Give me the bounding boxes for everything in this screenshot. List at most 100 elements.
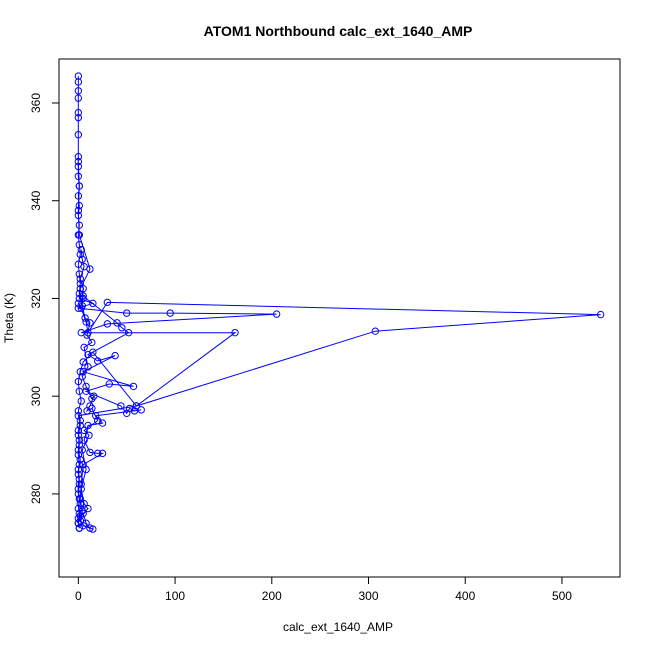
- data-point: [81, 314, 89, 322]
- data-point: [272, 310, 281, 318]
- data-point: [74, 504, 83, 513]
- chart-title: ATOM1 Northbound calc_ext_1640_AMP: [204, 23, 473, 39]
- data-point: [98, 449, 107, 458]
- data-point: [166, 309, 174, 317]
- data-point: [74, 206, 83, 215]
- x-tick-label: 300: [359, 589, 379, 603]
- data-point: [74, 113, 83, 122]
- data-point: [137, 406, 145, 414]
- data-point: [113, 319, 121, 327]
- data-point: [74, 407, 83, 415]
- x-tick-label: 200: [262, 589, 282, 603]
- data-series: [74, 72, 605, 532]
- x-tick-label: 400: [455, 589, 475, 603]
- data-point: [88, 404, 96, 413]
- data-point: [371, 327, 379, 335]
- y-tick-label: 360: [29, 93, 43, 113]
- data-point: [80, 426, 88, 435]
- data-point: [74, 377, 83, 386]
- data-point: [86, 319, 94, 327]
- data-point: [74, 153, 83, 161]
- y-tick-label: 280: [29, 484, 43, 504]
- y-tick-label: 320: [29, 288, 43, 308]
- data-point: [89, 525, 97, 533]
- data-point: [76, 517, 84, 525]
- data-point: [596, 310, 605, 319]
- data-point: [78, 507, 86, 515]
- data-point: [76, 421, 84, 430]
- data-point: [79, 358, 87, 366]
- data-point: [75, 270, 84, 278]
- data-point: [75, 460, 84, 469]
- y-axis: 280 300 320 340 360: [29, 93, 60, 504]
- data-point: [74, 431, 83, 439]
- data-point: [80, 499, 88, 508]
- data-point: [132, 402, 141, 410]
- series-line: [77, 161, 277, 529]
- data-point: [92, 412, 100, 420]
- plot-frame: [58, 58, 621, 578]
- data-point: [74, 94, 83, 102]
- data-series: [76, 245, 102, 525]
- data-point: [74, 304, 83, 312]
- data-point: [82, 387, 90, 396]
- data-point: [74, 78, 83, 86]
- data-point: [74, 109, 83, 117]
- data-point: [88, 338, 96, 347]
- plot-area: [74, 72, 605, 533]
- data-point: [93, 357, 102, 365]
- data-point: [90, 392, 98, 400]
- data-point: [76, 250, 84, 259]
- data-point: [75, 182, 84, 190]
- data-point: [89, 299, 97, 308]
- x-axis-label: calc_ext_1640_AMP: [283, 620, 393, 634]
- data-point: [103, 298, 112, 307]
- data-point: [231, 328, 239, 337]
- data-point: [85, 431, 93, 439]
- data-point: [74, 87, 83, 95]
- data-point: [75, 524, 84, 532]
- data-point: [93, 416, 102, 425]
- data-point: [130, 407, 139, 415]
- data-series: [74, 292, 145, 533]
- x-tick-label: 500: [552, 589, 572, 603]
- data-point: [105, 380, 113, 388]
- data-point: [75, 231, 84, 239]
- data-point: [84, 363, 92, 371]
- data-point: [83, 331, 91, 339]
- data-point: [103, 320, 112, 328]
- data-point: [129, 382, 138, 391]
- data-point: [74, 72, 83, 80]
- data-point: [78, 446, 86, 454]
- data-point: [74, 157, 83, 166]
- data-point: [74, 470, 83, 479]
- x-axis: 0 100 200 300 400 500: [75, 576, 572, 603]
- data-point: [80, 436, 88, 444]
- data-point: [77, 485, 85, 493]
- y-tick-label: 340: [29, 190, 43, 210]
- data-point: [118, 324, 126, 332]
- data-point: [77, 397, 85, 405]
- data-point: [82, 465, 90, 474]
- series-line: [79, 249, 99, 521]
- data-point: [93, 449, 102, 458]
- data-point: [76, 499, 84, 508]
- data-point: [80, 343, 88, 352]
- data-point: [76, 275, 84, 283]
- data-point: [84, 350, 92, 359]
- data-point: [124, 328, 133, 337]
- series-line: [77, 76, 601, 529]
- x-tick-label: 0: [75, 589, 82, 603]
- x-tick-label: 100: [165, 589, 185, 603]
- data-point: [117, 402, 125, 410]
- data-point: [74, 451, 83, 459]
- data-point: [77, 245, 85, 254]
- data-point: [123, 309, 131, 317]
- data-point: [74, 412, 83, 420]
- data-point: [78, 302, 86, 310]
- data-point: [74, 131, 83, 139]
- data-point: [88, 394, 96, 403]
- data-point: [75, 201, 84, 210]
- y-tick-label: 300: [29, 386, 43, 406]
